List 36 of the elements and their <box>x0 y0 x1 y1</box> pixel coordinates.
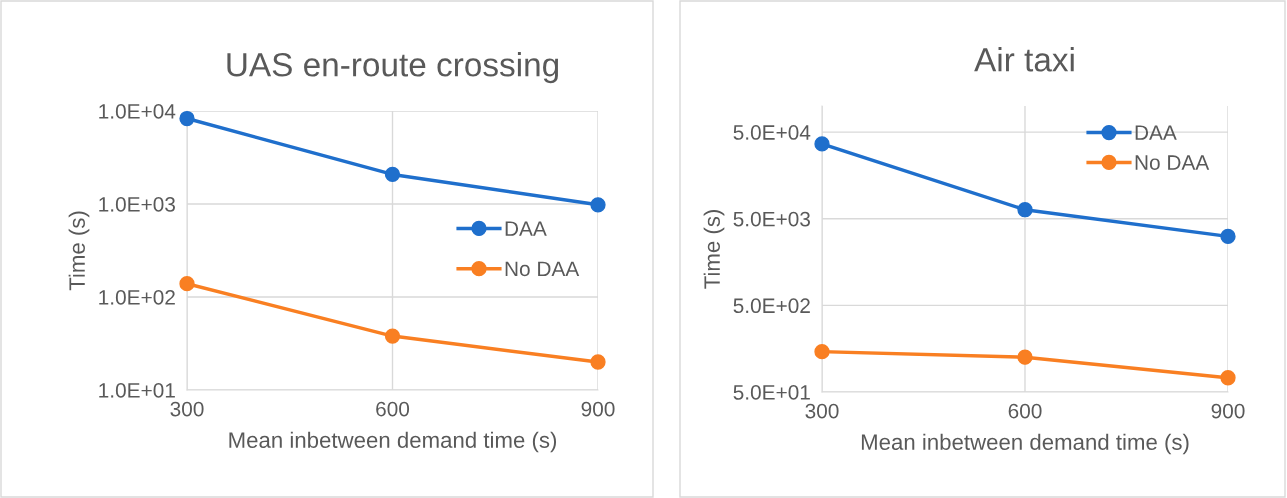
point <box>1017 349 1033 365</box>
y-tick-label: 5.0E+03 <box>733 211 810 227</box>
x-tick-label: 300 <box>170 401 204 417</box>
chart-title: UAS en-route crossing <box>227 52 559 84</box>
x-tick-label: 600 <box>1008 403 1042 419</box>
y-tick-label: 1.0E+01 <box>99 383 175 398</box>
point <box>179 110 195 127</box>
point <box>179 276 195 292</box>
y-axis-title: Time (s) <box>703 210 725 289</box>
legend-label: No DAA <box>505 261 580 277</box>
y-tick-label: 1.0E+02 <box>99 290 175 305</box>
legend-label: No DAA <box>1135 155 1210 170</box>
y-tick-label: 1.0E+04 <box>99 104 176 119</box>
point <box>384 328 401 344</box>
point <box>590 354 606 370</box>
y-tick-label: 5.0E+04 <box>733 125 811 140</box>
legend-label: DAA <box>505 221 547 236</box>
point <box>814 344 830 360</box>
y-tick-label: 5.0E+01 <box>733 385 810 400</box>
point <box>1220 370 1236 386</box>
point <box>384 166 401 183</box>
x-axis-title: Mean inbetween demand time (s) <box>861 433 1189 455</box>
x-tick-label: 300 <box>805 403 839 419</box>
point <box>1017 202 1033 218</box>
y-axis-title: Time (s) <box>68 211 90 291</box>
x-tick-label: 900 <box>581 401 615 417</box>
x-axis-title: Mean inbetween demand time (s) <box>229 431 557 453</box>
point <box>1220 228 1236 245</box>
chart-title: Air taxi <box>974 47 1074 72</box>
x-tick-label: 900 <box>1211 403 1245 419</box>
legend-label: DAA <box>1135 125 1177 140</box>
x-tick-label: 600 <box>376 401 410 417</box>
y-tick-label: 1.0E+03 <box>99 197 175 212</box>
point <box>814 136 830 152</box>
point <box>590 197 606 213</box>
y-tick-label: 5.0E+02 <box>733 298 810 314</box>
